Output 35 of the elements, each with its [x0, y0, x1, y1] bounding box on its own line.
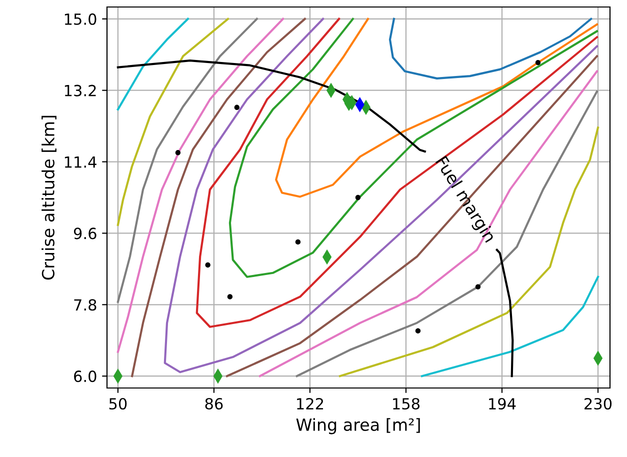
x-tick-label: 86 — [205, 398, 223, 410]
line-series — [420, 276, 600, 378]
x-tick-label: 194 — [489, 398, 516, 410]
y-tick-label: 6.0 — [74, 370, 96, 382]
point — [295, 239, 301, 245]
point — [175, 150, 181, 156]
x-tick-label: 122 — [297, 398, 324, 410]
point — [415, 328, 421, 334]
line-series — [338, 126, 600, 378]
y-tick-label: 15.0 — [64, 13, 96, 25]
point — [535, 60, 541, 66]
y-tick-label: 9.6 — [74, 228, 96, 240]
x-axis-title: Wing area [m²] — [296, 418, 420, 434]
y-axis-title: Cruise altitude [km] — [42, 116, 56, 280]
line-series — [228, 18, 598, 278]
point — [227, 294, 233, 300]
x-tick-label: 158 — [393, 398, 420, 410]
line-series — [131, 18, 306, 378]
line-series — [388, 18, 592, 80]
y-tick-label: 13.2 — [64, 84, 96, 96]
point — [234, 104, 240, 110]
point — [355, 194, 361, 200]
line-series — [164, 18, 598, 374]
line-series — [296, 90, 598, 378]
line-series — [116, 18, 229, 226]
point — [475, 284, 481, 290]
line-series — [116, 18, 189, 110]
line-series — [116, 18, 284, 353]
y-tick-label: 7.8 — [74, 299, 96, 311]
point — [205, 262, 210, 268]
line-series — [196, 18, 598, 328]
line-series — [116, 18, 258, 303]
y-tick-label: 11.4 — [64, 156, 96, 168]
x-tick-label: 50 — [109, 398, 127, 410]
x-tick-label: 230 — [584, 398, 612, 410]
